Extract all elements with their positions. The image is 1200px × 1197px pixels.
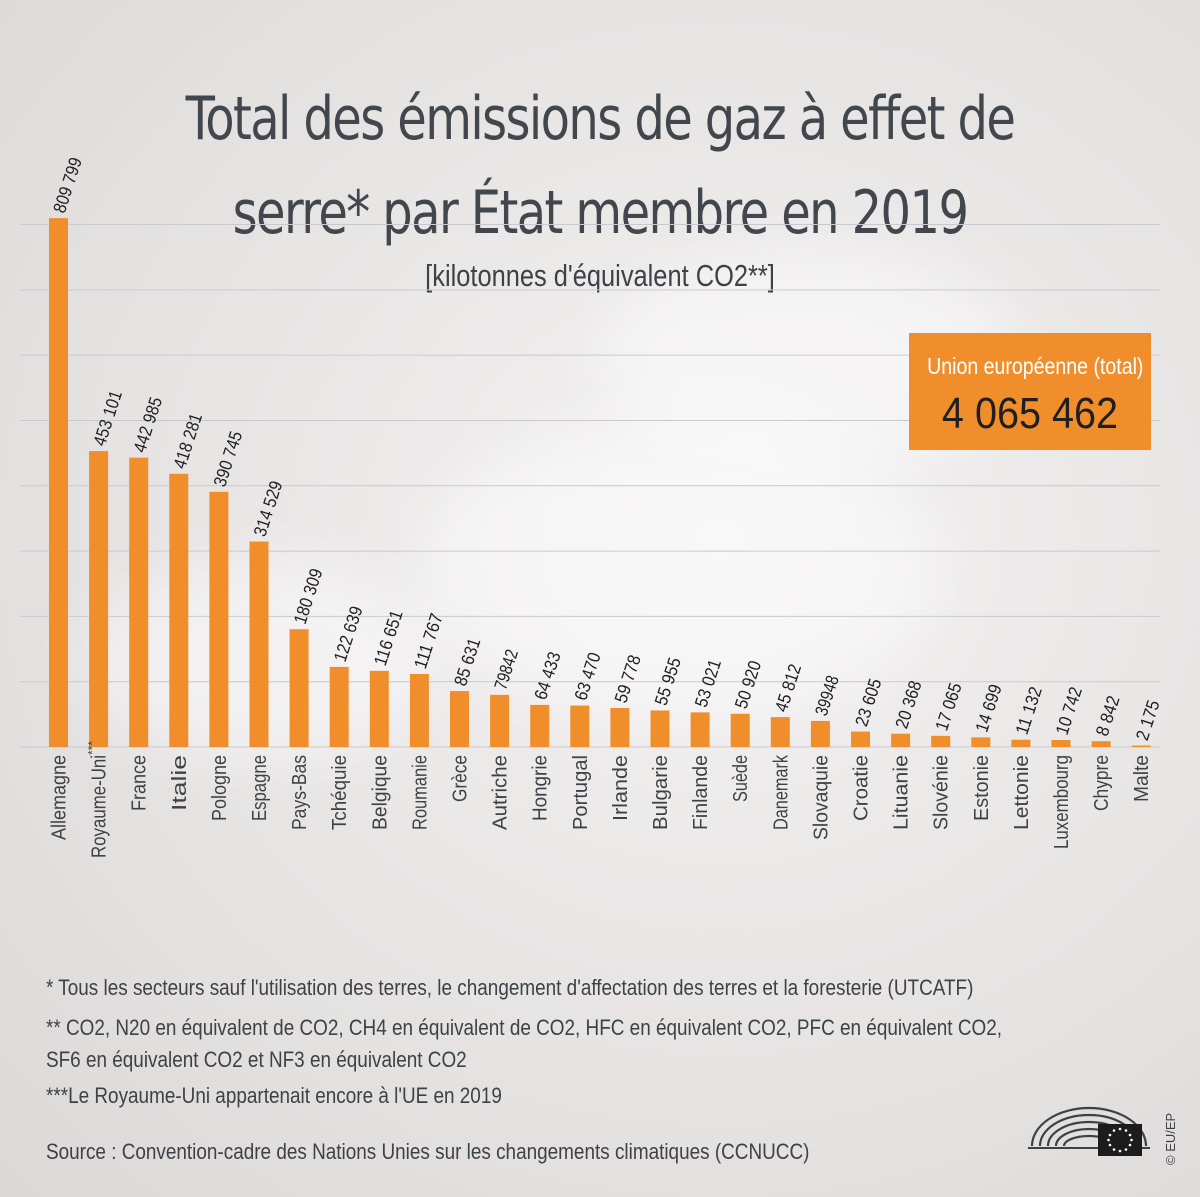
category-label: Tchéquie — [329, 755, 351, 830]
chart-title: Total des émissions de gaz à effet de se… — [185, 84, 1016, 248]
european-parliament-logo-icon — [1028, 1106, 1150, 1156]
bar-autriche — [490, 694, 510, 747]
value-label: 453 101 — [89, 388, 126, 448]
value-label: 14 699 — [972, 682, 1006, 735]
value-label: 59 778 — [611, 652, 645, 705]
eu-total-box: Union européenne (total) 4 065 462 — [909, 333, 1151, 450]
value-label: 111 767 — [410, 611, 447, 671]
bar-pays-bas — [289, 629, 309, 747]
value-label: 10 742 — [1052, 684, 1086, 737]
bar-malte — [1131, 745, 1151, 747]
value-label: 180 309 — [290, 566, 327, 626]
category-label: Irlande — [610, 755, 632, 821]
value-label: 79842 — [490, 647, 522, 692]
chart-subtitle: [kilotonnes d'équivalent CO2**] — [425, 258, 775, 293]
copyright-credit: © EU/EP — [1163, 1112, 1178, 1165]
value-label: 20 368 — [891, 678, 925, 731]
background-cloud — [420, 420, 940, 720]
value-label: 23 605 — [851, 676, 885, 729]
bar-finlande — [690, 712, 710, 747]
value-label: 809 799 — [49, 155, 86, 215]
category-label: Portugal — [570, 755, 592, 830]
bar-lettonie — [1011, 739, 1031, 747]
category-label: Autriche — [490, 755, 512, 830]
value-label: 122 639 — [330, 604, 367, 664]
category-label: Lettonie — [1011, 755, 1033, 830]
value-label: 442 985 — [129, 395, 166, 455]
category-label: Estonie — [971, 755, 993, 821]
bars — [49, 218, 1151, 747]
category-label: Italie — [169, 755, 191, 811]
eu-total-value: 4 065 462 — [941, 389, 1119, 438]
value-label: 314 529 — [250, 478, 287, 538]
value-label: 8 842 — [1092, 693, 1124, 738]
value-label: 17 065 — [931, 680, 965, 733]
bar-chypre — [1091, 741, 1111, 747]
category-label: Lituanie — [891, 755, 913, 830]
value-label: 45 812 — [771, 662, 805, 715]
value-label: 390 745 — [210, 429, 247, 489]
bar-lituanie — [891, 733, 911, 747]
bar-slovaquie — [810, 720, 830, 747]
category-label: Pays-Bas — [289, 755, 311, 830]
bar-royaume-uni — [89, 451, 109, 747]
bar-france — [129, 457, 149, 747]
value-label: 39948 — [811, 673, 843, 718]
bar-danemark — [770, 717, 790, 747]
category-label: Chypre — [1091, 755, 1113, 811]
bar-bulgarie — [650, 710, 670, 747]
bar-portugal — [570, 705, 590, 747]
bar-tchéquie — [329, 666, 349, 747]
value-label: 2 175 — [1132, 698, 1164, 743]
bar-italie — [169, 473, 189, 747]
value-label: 418 281 — [170, 411, 207, 471]
category-label: Malte — [1131, 755, 1153, 802]
category-label: Finlande — [690, 755, 712, 830]
footnote-2: ** CO2, N20 en équivalent de CO2, CH4 en… — [46, 1015, 1002, 1072]
value-label: 50 920 — [731, 658, 765, 711]
bar-belgique — [369, 670, 389, 747]
category-label: Roumanie — [409, 755, 431, 830]
category-label: Pologne — [209, 755, 231, 821]
category-superscript: *** — [86, 741, 100, 755]
bar-suède — [730, 713, 750, 747]
bar-grèce — [450, 691, 469, 747]
category-label: Luxembourg — [1051, 755, 1073, 849]
value-label: 63 470 — [571, 650, 605, 703]
bar-luxembourg — [1051, 739, 1071, 747]
value-label: 85 631 — [450, 636, 484, 689]
bar-estonie — [971, 737, 991, 747]
bar-slovénie — [931, 735, 951, 747]
footnote-1: * Tous les secteurs sauf l'utilisation d… — [46, 975, 974, 1000]
category-label: Grèce — [450, 755, 472, 802]
eu-total-label: Union européenne (total) — [927, 353, 1144, 379]
category-label: Danemark — [770, 754, 792, 830]
category-label: Croatie — [851, 755, 873, 821]
bar-roumanie — [409, 674, 429, 747]
category-label: Espagne — [249, 755, 271, 821]
category-label: Bulgarie — [650, 755, 672, 830]
value-label: 64 433 — [530, 649, 564, 702]
category-label: Slovaquie — [810, 755, 832, 840]
bar-espagne — [249, 541, 269, 747]
category-label: Suède — [730, 755, 752, 802]
category-label: Allemagne — [49, 755, 71, 840]
bar-croatie — [851, 731, 870, 747]
bar-hongrie — [530, 704, 550, 747]
bar-irlande — [610, 707, 630, 747]
category-label: Hongrie — [530, 755, 552, 821]
category-label: Royaume-Uni — [89, 755, 111, 858]
category-label: France — [129, 755, 151, 811]
bar-allemagne — [49, 218, 68, 747]
value-label: 11 132 — [1012, 684, 1046, 737]
bar-pologne — [209, 491, 229, 747]
category-label: Belgique — [369, 755, 391, 830]
source-note: Source : Convention-cadre des Nations Un… — [46, 1139, 810, 1164]
category-label: Slovénie — [931, 755, 953, 830]
footnote-3: ***Le Royaume-Uni appartenait encore à l… — [46, 1083, 502, 1108]
value-label: 53 021 — [691, 657, 725, 710]
category-labels: Allemagne Royaume-Uni*** France Italie Polog… — [49, 741, 1154, 858]
